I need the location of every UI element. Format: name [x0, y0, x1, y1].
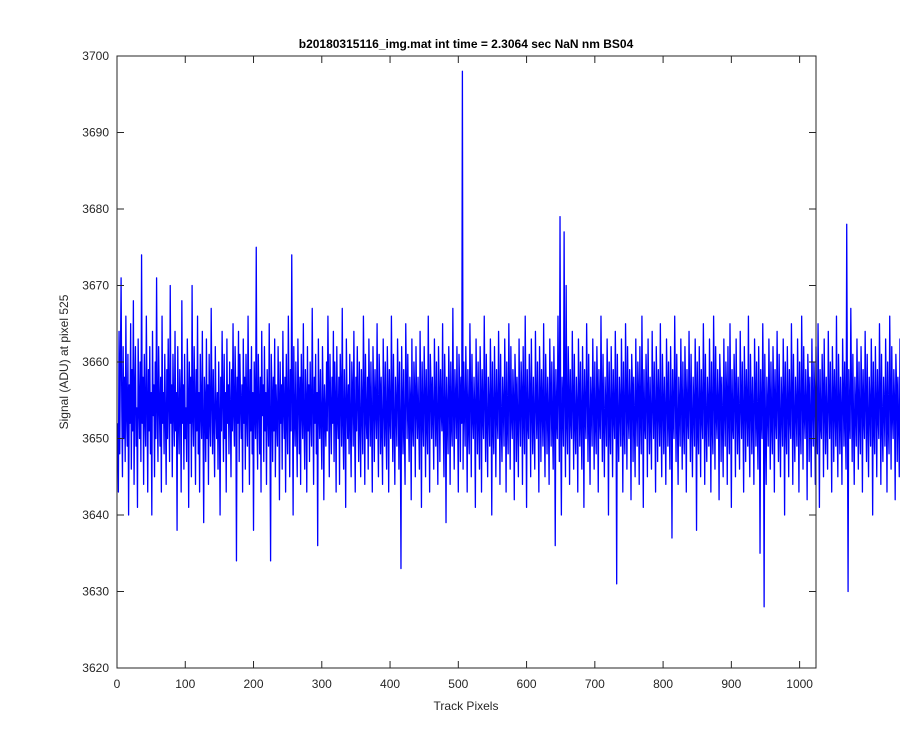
x-tick-label: 500	[448, 677, 468, 691]
chart-title: b20180315116_img.mat int time = 2.3064 s…	[299, 37, 634, 51]
x-tick-label: 600	[517, 677, 537, 691]
y-tick-label: 3700	[82, 49, 109, 63]
x-tick-label: 1000	[786, 677, 813, 691]
x-tick-label: 900	[721, 677, 741, 691]
y-tick-label: 3620	[82, 661, 109, 675]
y-tick-label: 3670	[82, 279, 109, 293]
x-tick-label: 300	[312, 677, 332, 691]
x-tick-label: 200	[244, 677, 264, 691]
y-tick-label: 3680	[82, 202, 109, 216]
x-tick-label: 800	[653, 677, 673, 691]
y-tick-label: 3650	[82, 432, 109, 446]
y-tick-label: 3660	[82, 355, 109, 369]
x-axis-label: Track Pixels	[434, 699, 499, 713]
x-tick-label: 100	[175, 677, 195, 691]
y-axis-label: Signal (ADU) at pixel 525	[57, 294, 71, 429]
y-tick-label: 3690	[82, 126, 109, 140]
axes-layer: 0 100 200 300 400 500 600 700 800 900 1000 3620 3630…	[82, 49, 817, 691]
x-tick-label: 700	[585, 677, 605, 691]
y-tick-label: 3630	[82, 585, 109, 599]
x-tick-label: 0	[114, 677, 121, 691]
series-line-1	[117, 70, 900, 608]
y-tick-label: 3640	[82, 508, 109, 522]
x-tick-label: 400	[380, 677, 400, 691]
series-layer	[117, 70, 900, 608]
